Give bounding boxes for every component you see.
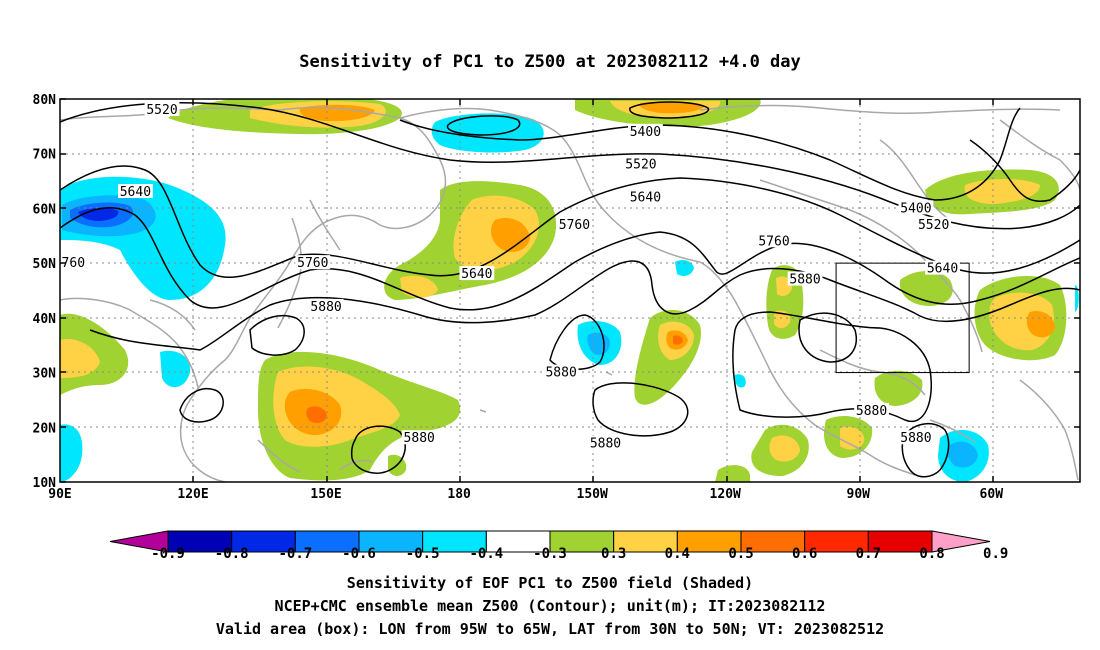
contour-label-background [588,435,623,450]
contour-label-background [308,298,344,313]
contour-5400-closed [446,115,521,136]
contour-label: 5880 [590,437,621,452]
colorbar-tick-label: -0.8 [215,546,249,562]
colorbar-tick-label: 0.5 [728,546,753,562]
contour-5880-subtropics [732,311,932,423]
lat-label: 60N [33,202,57,217]
colorbar-tick-label: 0.3 [601,546,626,562]
colorbar-high-extension [931,530,991,553]
lat-label: 70N [33,148,57,163]
contour-5760 [60,207,1080,311]
contour-label: 5640 [461,267,492,282]
lat-label: 80N [33,93,57,108]
colorbar: -0.9 -0.8 -0.7 -0.6 -0.5 -0.4 -0.3 0.3 0.4 0.5 0.6… [109,530,1008,562]
contour-5880-main [89,260,1080,351]
lat-label: 20N [33,421,57,436]
z500-contours [60,101,1080,478]
sensitivity-shading [60,99,1079,482]
lon-label: 90E [48,487,71,502]
contour-label: 5880 [900,431,931,446]
longitude-labels: 90E 120E 150E 180 150W 120W 90W 60W [48,487,1003,502]
colorbar-tick-label: 0.7 [856,546,881,562]
contour-label-background [543,364,579,379]
latitude-labels: 80N 70N 60N 50N 40N 30N 20N 10N [33,93,57,491]
contour-label: 5880 [856,404,887,419]
lon-label: 90W [847,487,871,502]
lon-label: 120E [177,487,208,502]
contour-label-background [117,184,153,199]
contour-label-background [144,101,180,116]
contour-label: 5520 [918,218,949,233]
contour-labels: 5520 5640 760 5760 5880 5640 5760 5400 5520 5640 5… [60,101,960,452]
lat-lon-grid [60,99,1080,482]
contour-label: 5880 [310,300,341,315]
lon-label: 150E [310,487,341,502]
contour-5640 [60,165,1080,278]
contour-label-background [401,430,437,445]
contour-label-background [627,189,663,204]
lon-label: 150W [577,487,608,502]
contour-label: 5640 [120,185,151,200]
map-frame [59,98,1081,483]
colorbar-tick-label: 0.6 [792,546,817,562]
contour-label: 5760 [297,256,328,271]
lat-label: 10N [33,476,57,491]
contour-label: 5880 [545,366,576,381]
contour-label-background [916,216,952,231]
lat-label: 30N [33,367,57,382]
contour-label: 5520 [146,103,177,118]
lon-label: 180 [447,487,471,502]
colorbar-tick-label: -0.4 [469,546,503,562]
lon-label: 60W [980,487,1004,502]
colorbar-tick-label: -0.9 [151,546,185,562]
colorbar-tick-label: -0.3 [533,546,567,562]
contour-label: 5880 [404,431,435,446]
figure-title: Sensitivity of PC1 to Z500 at 2023082112… [299,52,801,72]
contour-label: 5640 [927,262,958,277]
axis-ticks [60,98,1080,483]
contour-5880-cutoff [798,312,857,363]
colorbar-tick-label: 0.9 [983,546,1008,562]
contour-label: 760 [62,256,85,271]
contour-label-background [627,123,663,138]
contour-label-background [787,271,823,286]
colorbar-tick-label: 0.8 [919,546,944,562]
contour-5520 [60,101,1080,230]
colorbar-tick-label: 0.4 [665,546,690,562]
contour-label-background [295,255,331,270]
contour-label-background [925,260,960,275]
colorbar-tick-label: -0.6 [342,546,376,562]
caption-line-3: Valid area (box): LON from 95W to 65W, L… [216,620,884,638]
contour-label: 5760 [758,234,789,249]
contour-label-background [854,402,889,417]
contour-label: 5520 [625,158,656,173]
lat-label: 40N [33,312,57,327]
contour-label: 5880 [789,273,820,288]
caption-line-2: NCEP+CMC ensemble mean Z500 (Contour); u… [275,597,826,615]
contour-label-background [898,200,934,215]
contour-label-background [898,430,934,445]
contour-label-background [459,266,495,281]
lon-label: 120W [710,487,741,502]
contour-label-background [60,255,87,270]
contour-label-background [756,233,792,248]
valid-area-box [835,262,970,374]
map-panel: 5520 5640 760 5760 5880 5640 5760 5400 5520 5640 5… [60,99,1080,482]
colorbar-tick-label: -0.7 [278,546,312,562]
contour-label: 5400 [900,201,931,216]
contour-label-background [557,216,592,231]
positive-sensitivity-region-northeast-us [899,271,953,306]
contour-label: 5640 [630,190,661,205]
colorbar-tick-label: -0.5 [406,546,440,562]
contour-label-background [623,156,659,171]
contour-label: 5760 [559,218,590,233]
contour-label: 5400 [630,125,661,140]
caption-line-1: Sensitivity of EOF PC1 to Z500 field (Sh… [347,574,753,592]
lat-label: 50N [33,257,57,272]
